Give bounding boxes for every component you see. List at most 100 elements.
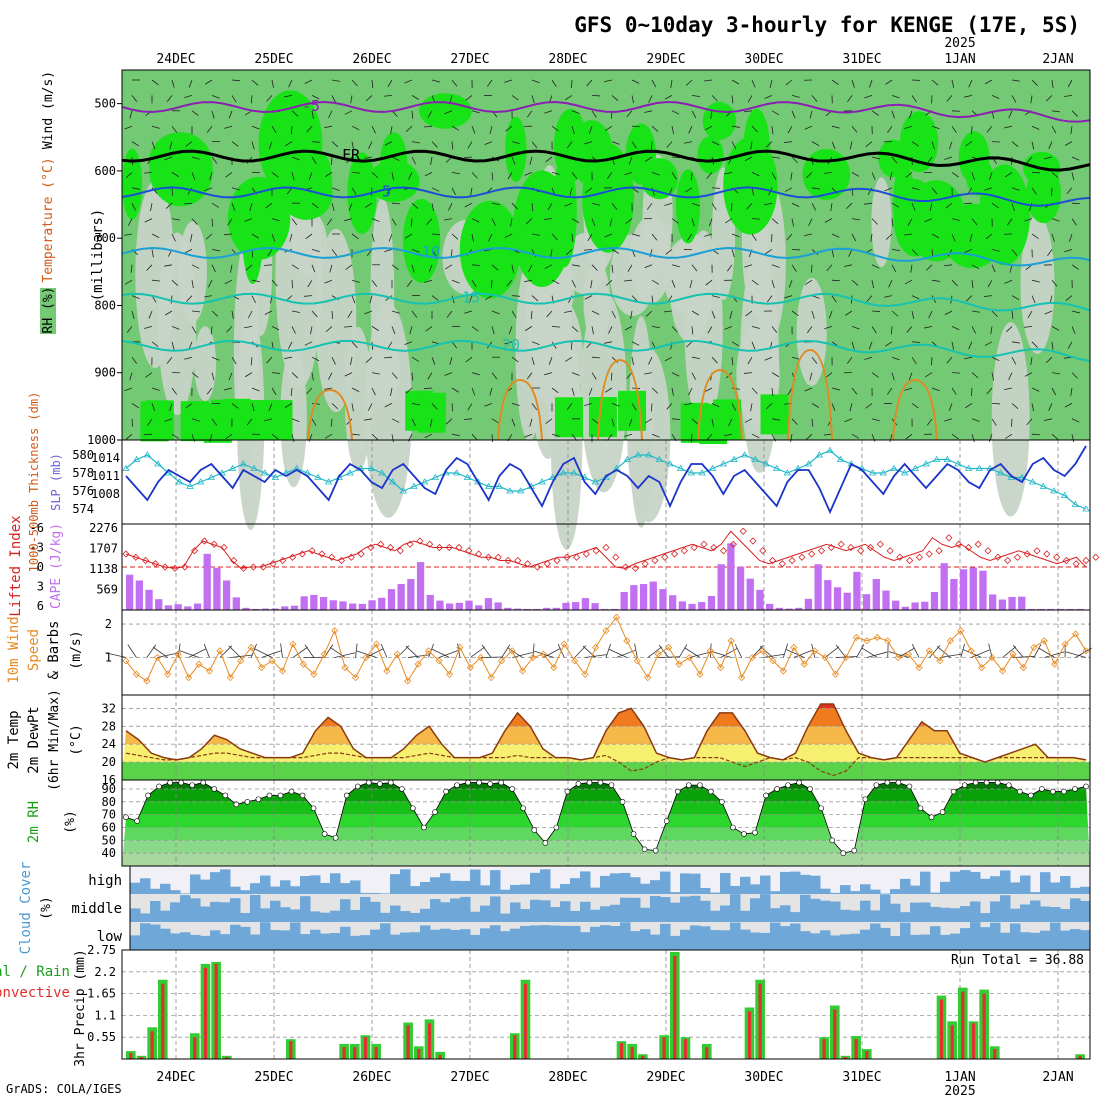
wind-barb <box>1071 172 1075 181</box>
rh-marker <box>730 824 736 831</box>
wind-barb <box>249 203 253 212</box>
rh-marker <box>939 809 946 815</box>
wind-barb <box>931 387 940 392</box>
rh-marker <box>454 782 460 788</box>
wind-barb <box>644 110 653 113</box>
wind10m-marker <box>915 663 923 672</box>
wind-barb <box>411 310 418 318</box>
rh-marker <box>1072 786 1078 792</box>
wind-barb <box>191 110 199 116</box>
wind-barb <box>206 387 213 395</box>
cloud-bar <box>640 929 651 950</box>
wind-barb <box>351 295 356 304</box>
cloud-bar <box>970 922 981 950</box>
cape-bar <box>271 608 279 610</box>
wind-barb <box>928 310 933 319</box>
wind10m-barb <box>824 646 840 658</box>
wind-barb <box>350 357 353 366</box>
li-marker <box>1033 547 1041 555</box>
wind-barb <box>544 264 553 269</box>
wind10m-marker <box>821 653 829 662</box>
wind-barb <box>347 310 353 318</box>
wind-barb <box>911 95 917 103</box>
wind10m-barb <box>179 650 200 658</box>
wind-barb <box>470 187 473 196</box>
rh-very-moist-region <box>553 108 588 183</box>
thickness-marker <box>911 464 920 471</box>
wind-barb <box>307 279 313 288</box>
wind-barb <box>905 433 913 440</box>
rh-tick-label: 60 <box>102 820 116 834</box>
wind10m-marker <box>591 643 600 652</box>
wind-barb <box>986 387 993 395</box>
li-marker <box>357 550 365 558</box>
wind-barb <box>871 156 880 160</box>
cape-bar <box>814 564 822 610</box>
wind-barb <box>591 110 597 118</box>
wind-barb <box>531 357 535 366</box>
wind10m-marker <box>644 674 652 682</box>
wind-barb <box>271 387 277 396</box>
wind10m-marker <box>508 647 516 655</box>
wind-barb <box>608 326 613 334</box>
wind-barb <box>1048 403 1053 411</box>
rh-very-moist-region <box>640 158 679 200</box>
cloud-bar <box>720 905 731 922</box>
wind-barb <box>371 172 379 179</box>
rh-very-moist-region <box>588 397 617 438</box>
wind-barb <box>191 280 194 289</box>
wind-barb <box>504 341 513 345</box>
rh-axis-label: 2m RH <box>26 801 42 843</box>
thickness-marker <box>879 469 888 476</box>
cloud-bar <box>1010 882 1021 894</box>
cloud-bar <box>1000 932 1011 950</box>
wind10m-barb <box>897 647 915 658</box>
cape-bar <box>552 607 560 610</box>
wind-barb <box>651 279 660 285</box>
wind-barb <box>811 356 818 364</box>
wind-barb <box>546 310 553 318</box>
wind-barb <box>471 264 481 266</box>
cloud-bar <box>200 906 211 922</box>
wind-barb <box>831 79 839 85</box>
wind-barb <box>171 218 180 221</box>
li-marker <box>230 556 238 565</box>
cloud-bar <box>400 869 411 894</box>
wind-barb <box>151 387 160 391</box>
wind-barb <box>891 95 900 99</box>
wind-barb <box>805 172 813 179</box>
cloud-bar <box>890 889 901 894</box>
li-marker <box>1072 560 1080 568</box>
cloud-bar <box>990 901 1001 922</box>
wind-barb <box>871 310 881 312</box>
wind-barb <box>1004 125 1013 129</box>
wind-barb <box>951 233 956 242</box>
li-marker <box>455 543 463 552</box>
wind-barb <box>351 125 360 131</box>
wind-barb <box>726 264 733 272</box>
cloud-bar <box>1060 930 1071 950</box>
wind-barb <box>491 310 500 315</box>
wind10m-marker <box>466 663 474 672</box>
cloud-bar <box>550 925 561 950</box>
li-tick-label: 3 <box>37 580 44 594</box>
thickness-marker <box>687 469 696 476</box>
wind-barb <box>211 110 215 119</box>
cape-bar <box>727 543 735 610</box>
wind10m-marker <box>884 637 892 645</box>
wind-barb <box>651 387 659 394</box>
wind-barb <box>571 387 575 396</box>
cloud-row-label: low <box>97 929 123 945</box>
li-marker <box>337 556 346 565</box>
cloud-bar <box>460 880 471 894</box>
wind-barb <box>191 172 196 181</box>
wind-barb <box>885 341 893 347</box>
wind-barb <box>191 310 200 313</box>
wind-barb <box>465 356 473 363</box>
wind-barb <box>746 202 753 210</box>
wind-barb <box>171 279 179 286</box>
wind10m-marker <box>623 637 631 645</box>
cloud-bar <box>270 930 281 950</box>
wind-barb <box>471 326 479 332</box>
rh-marker <box>145 792 151 799</box>
